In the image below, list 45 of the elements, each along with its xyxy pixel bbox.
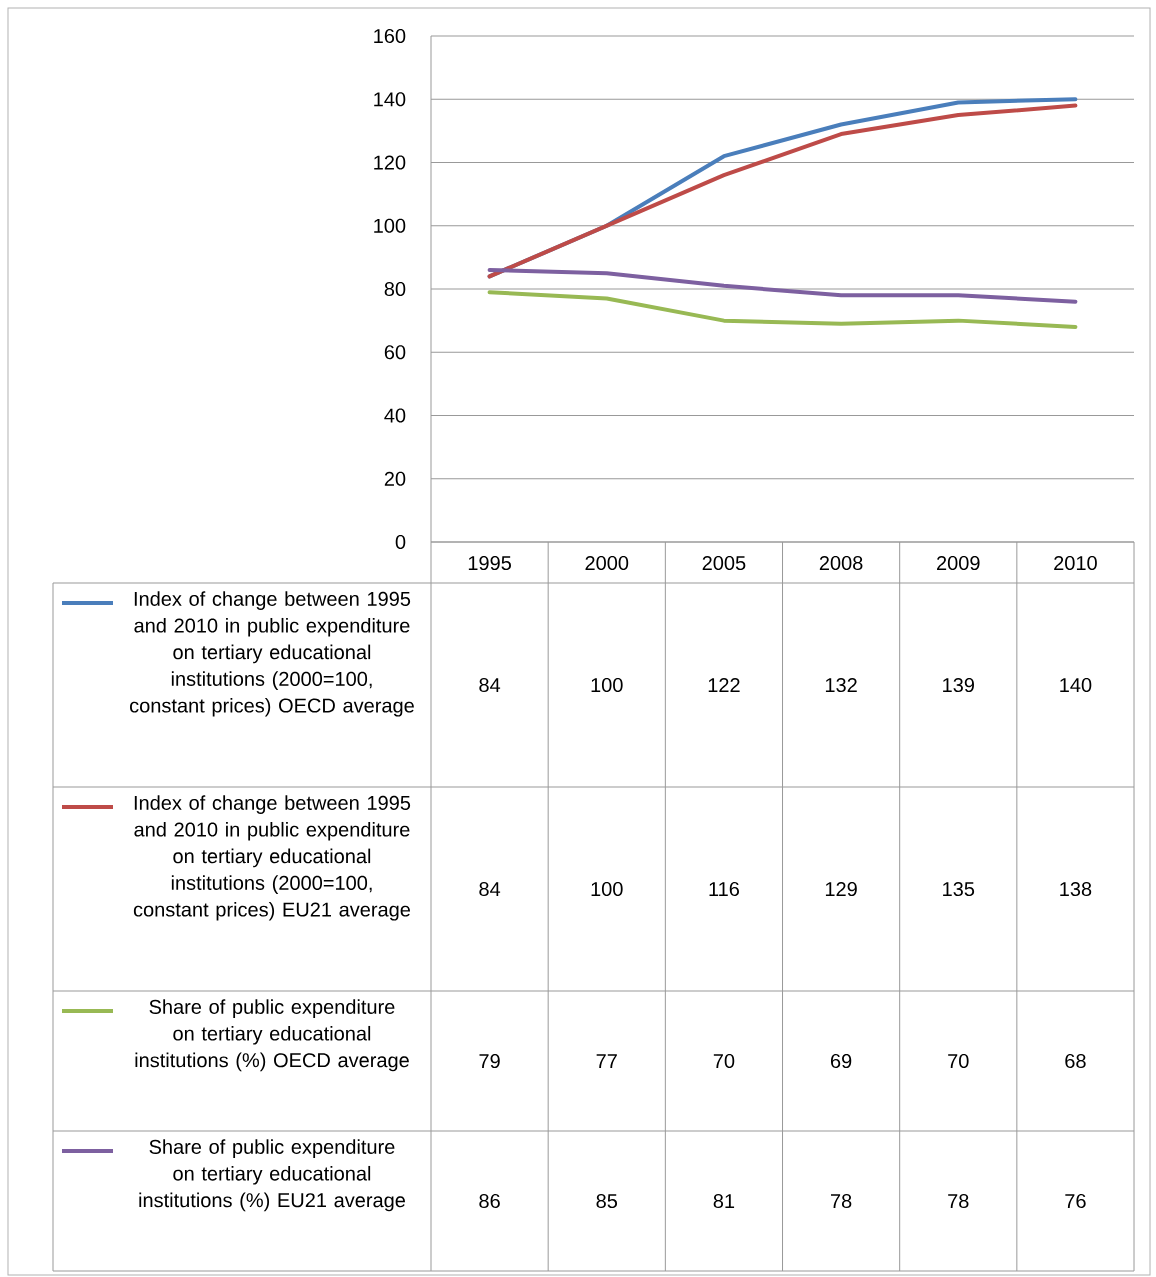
legend-label: Share of public expenditure on tertiary educational institutions (%) OECD average (135, 999, 409, 1072)
legend-label: Index of change between 1995 and 2010 in public expenditure on tertiary educational institutions (2000=100, constant prices) EU21 average (133, 795, 411, 921)
legend-label: Share of public expenditure on tertiary educational institutions (%) EU21 average (139, 1139, 405, 1212)
y-tick-label: 160 (374, 28, 406, 44)
data-label: 78 (830, 1193, 852, 1209)
y-tick-label: 20 (384, 471, 406, 486)
data-label: 77 (596, 1054, 617, 1068)
data-label: 122 (708, 678, 740, 692)
x-tick-label: 2008 (819, 555, 863, 571)
data-label: 78 (948, 1193, 969, 1209)
data-label: 68 (1065, 1053, 1086, 1069)
data-label: 140 (1060, 677, 1092, 693)
y-tick-label: 80 (384, 281, 406, 297)
x-tick-label: 2005 (702, 555, 746, 571)
x-tick-label: 2010 (1054, 555, 1097, 571)
data-label: 79 (479, 1053, 500, 1069)
data-label: 116 (709, 881, 739, 897)
legend-label: Index of change between 1995 and 2010 in public expenditure on tertiary educational institutions (2000=100, constant prices) OECD average (130, 591, 414, 717)
data-label: 135 (943, 881, 975, 897)
data-label: 132 (825, 677, 857, 693)
data-label: 70 (713, 1053, 735, 1069)
data-label: 69 (830, 1053, 852, 1069)
line-series (487, 268, 1078, 304)
y-tick-label: 100 (374, 218, 406, 233)
data-label: 84 (479, 677, 501, 693)
y-tick-label: 120 (374, 155, 406, 170)
data-label: 86 (479, 1193, 500, 1209)
line-series (487, 290, 1078, 329)
data-label: 76 (1065, 1193, 1086, 1209)
data-label: 139 (943, 677, 974, 693)
y-tick-label: 0 (395, 534, 406, 550)
data-label: 70 (948, 1053, 969, 1069)
x-tick-label: 2009 (937, 555, 980, 571)
y-tick-label: 40 (384, 408, 406, 423)
data-label: 100 (591, 881, 623, 897)
data-label: 85 (596, 1193, 618, 1209)
data-label: 100 (591, 677, 623, 693)
data-label: 81 (713, 1193, 735, 1209)
y-tick-label: 60 (384, 345, 406, 360)
data-label: 84 (479, 881, 501, 897)
data-label: 129 (825, 881, 857, 897)
x-tick-label: 2000 (585, 555, 629, 571)
x-tick-label: 1995 (468, 555, 511, 571)
y-tick-label: 140 (374, 92, 406, 107)
data-label: 138 (1060, 881, 1092, 897)
